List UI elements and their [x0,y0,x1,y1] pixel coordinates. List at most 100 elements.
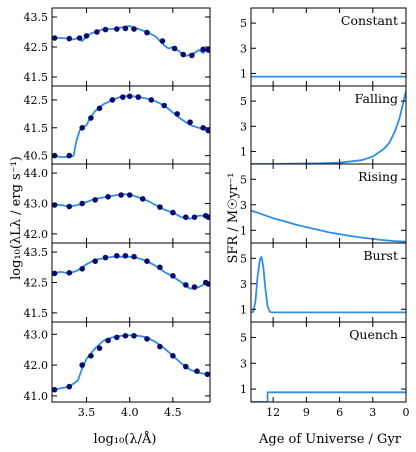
photometry-point [76,35,83,41]
spectrum-panel-2-plot-area [52,93,210,159]
photometry-point [88,115,94,121]
photometry-point [105,337,111,344]
photometry-point [79,200,85,207]
y-tick-label: 42.5 [24,94,49,107]
spectrum-panel-1: 41.5 42.5 43.5 [24,7,211,87]
x-tick-label: 4.0 [121,406,139,419]
photometry-point [174,111,180,117]
y-tick-label: 43.0 [24,198,49,211]
y-tick-label: 42.0 [24,359,49,372]
sfh-line [251,209,406,243]
photometry-point [131,253,137,260]
y-tick-label: 43.0 [24,328,49,341]
y-tick-label: 3 [240,278,247,291]
y-tick-label: 1 [240,303,247,316]
y-tick-label: 42.5 [24,277,49,290]
photometry-point [191,284,198,290]
x-tick-label: 3 [369,406,376,419]
photometry-point [161,102,167,109]
x-tick-label: 4.5 [164,406,182,419]
photometry-point [131,333,137,339]
photometry-point [52,386,58,393]
sfh-line [251,256,406,314]
photometry-point [205,127,210,134]
photometry-point [205,47,210,53]
spectra-y-label: log₁₀(λLλ / erg s⁻¹) [9,156,24,280]
y-tick-label: 1 [240,67,247,80]
sfh-panel-title: Burst [363,248,398,263]
photometry-point [144,29,150,36]
y-tick-label: 1 [240,383,247,396]
photometry-point [114,253,120,259]
sfh-panel-3: Rising 1 3 5 [240,163,407,244]
y-tick-label: 41.5 [24,307,49,320]
photometry-point [187,119,193,125]
photometry-point [66,383,73,390]
spectrum-line [53,193,210,220]
photometry-point [66,270,73,276]
spectrum-panel-1-plot-area [52,25,210,59]
spectra-column: 41.5 42.5 43.5 40.5 41.5 42.5 42.0 43.0 44.0 41.5… [24,7,211,419]
photometry-point [114,26,120,32]
x-tick-label: 0 [403,406,410,419]
x-tick-label: 6 [336,406,343,419]
y-tick-label: 42.0 [24,228,49,241]
photometry-point [122,253,129,259]
y-tick-label: 41.5 [24,71,49,84]
photometry-point [189,52,195,59]
photometry-point [157,264,163,271]
y-tick-label: 3 [240,357,247,370]
y-tick-label: 1 [240,224,247,237]
spectrum-panel-4-plot-area [52,253,210,290]
photometry-point [131,26,137,32]
photometry-point [66,203,73,210]
y-tick-label: 5 [240,173,247,186]
photometry-point [96,345,103,352]
photometry-point [66,35,73,42]
photometry-point [135,94,142,100]
photometry-point [105,194,111,200]
y-tick-label: 41.0 [24,390,49,403]
photometry-point [79,125,85,131]
photometry-point [139,196,146,202]
spectrum-line [53,94,210,158]
y-tick-label: 3 [240,120,247,133]
spectrum-panel-5-plot-area [52,333,210,393]
sfh-panel-5-plot-area [251,391,406,402]
photometry-point [109,97,116,103]
sfh-panel-title: Quench [349,327,398,342]
sfh-panel-5-frame [250,321,407,403]
photometry-point [183,214,189,220]
photometry-point [183,282,189,288]
x-tick-label: 9 [303,406,310,419]
photometry-point [144,258,150,265]
photometry-point [200,125,206,131]
photometry-point [204,371,210,378]
y-tick-label: 3 [240,199,247,212]
spectrum-panel-5-frame [51,321,211,403]
photometry-point [171,45,178,52]
photometry-point [200,46,206,53]
y-tick-label: 40.5 [24,150,49,163]
photometry-point [170,353,176,359]
photometry-point [159,38,166,44]
sfh-panel-title: Falling [355,91,398,106]
photometry-point [194,368,200,375]
sfh-panel-title: Rising [358,169,398,184]
photometry-point [126,93,133,100]
y-tick-label: 41.5 [24,122,49,135]
sfh-column: Constant135Falling135Rising135Burst135Qu… [240,7,410,419]
spectrum-panel-1-frame [51,7,211,87]
sfh-panel-5: Quench 1 3 5 12 9 6 3 0 [240,321,410,419]
sfh-y-label: SFR / M☉yr⁻¹ [226,173,241,264]
photometry-point [52,270,58,277]
photometry-point [94,29,100,35]
photometry-point [79,266,85,272]
spectrum-panel-4: 41.5 42.5 43.5 [24,242,211,323]
photometry-point [118,192,124,198]
photometry-point [114,334,120,341]
sfh-panel-2: Falling 1 3 5 [240,85,407,165]
y-tick-label: 44.0 [24,167,49,180]
photometry-point [122,333,129,339]
